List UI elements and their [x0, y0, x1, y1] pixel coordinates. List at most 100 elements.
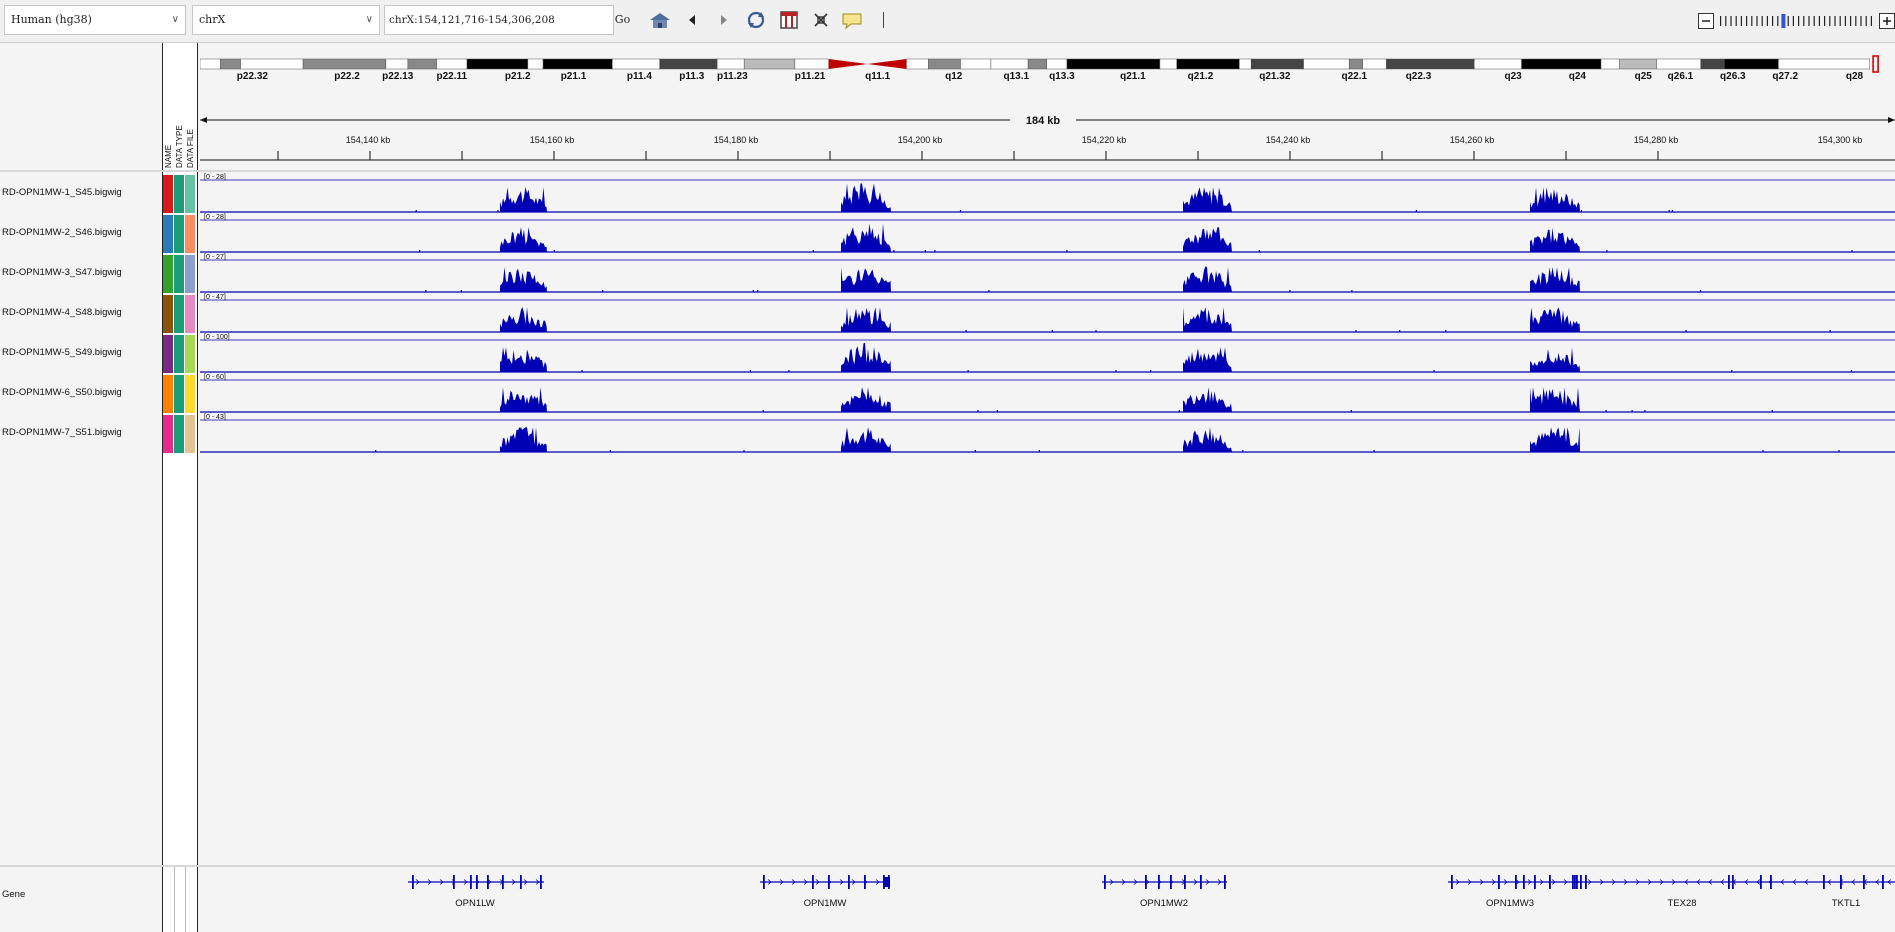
home-icon[interactable] — [648, 10, 672, 30]
fit-screen-icon[interactable] — [810, 10, 832, 30]
track-7-signal-noise — [1838, 450, 1840, 452]
track-3-attribute-3[interactable] — [185, 255, 195, 293]
track-6-signal-noise — [996, 410, 998, 412]
track-name-3[interactable]: RD-OPN1MW-3_S47.bigwig — [2, 267, 122, 278]
track-1-signal-noise — [1668, 210, 1670, 212]
gene-track[interactable] — [200, 867, 1895, 907]
ideogram-band — [527, 58, 544, 70]
track-3-signal-noise — [1351, 290, 1353, 292]
track-name-1[interactable]: RD-OPN1MW-1_S45.bigwig — [2, 187, 122, 198]
track-5-attribute-1[interactable] — [163, 335, 173, 373]
track-7-attribute-2[interactable] — [174, 415, 184, 453]
attribute-header-panel: NAME DATA TYPE DATA FILE — [162, 43, 198, 170]
track-1-attribute-2[interactable] — [174, 175, 184, 213]
track-4-attribute-1[interactable] — [163, 295, 173, 333]
gene-label-OPN1LW[interactable]: OPN1LW — [455, 898, 495, 909]
track-2-attribute-3[interactable] — [185, 215, 195, 253]
track-name-5[interactable]: RD-OPN1MW-5_S49.bigwig — [2, 347, 122, 358]
band-label-q26.1: q26.1 — [1667, 71, 1694, 82]
track-2-signal-peak — [841, 223, 891, 252]
track-5-attribute-2[interactable] — [174, 335, 184, 373]
forward-arrow-icon[interactable] — [716, 10, 732, 30]
track-2-signal-noise — [419, 250, 421, 252]
ideogram-band — [612, 58, 660, 70]
track-name-7[interactable]: RD-OPN1MW-7_S51.bigwig — [2, 427, 122, 438]
back-arrow-icon[interactable] — [684, 10, 700, 30]
track-3-attribute-1[interactable] — [163, 255, 173, 293]
zoom-tick — [1860, 16, 1862, 26]
track-2-signal-noise — [924, 250, 926, 252]
track-6-attribute-3[interactable] — [185, 375, 195, 413]
zoom-tick — [1798, 16, 1800, 26]
refresh-icon[interactable] — [744, 10, 768, 30]
band-label-q13.3: q13.3 — [1049, 71, 1075, 82]
track-2-signal-peak — [1183, 227, 1232, 252]
ruler-tick-label: 154,300 kb — [1817, 135, 1863, 145]
popup-text-icon[interactable] — [840, 10, 864, 30]
track-name-4[interactable]: RD-OPN1MW-4_S48.bigwig — [2, 307, 122, 318]
ideogram-band — [407, 58, 437, 70]
ideogram-band — [1159, 58, 1178, 70]
track-1-signal-noise — [1415, 210, 1417, 212]
track-1-signal-peak — [1183, 187, 1232, 212]
track-6-attribute-2[interactable] — [174, 375, 184, 413]
ideogram-band — [906, 58, 929, 70]
ideogram-band — [1386, 58, 1475, 70]
track-name-6[interactable]: RD-OPN1MW-6_S50.bigwig — [2, 387, 122, 398]
gene-track-label[interactable]: Gene — [2, 889, 26, 900]
attribute-header-3[interactable]: DATA FILE — [186, 129, 195, 168]
ruler-tick-label: 154,220 kb — [1081, 135, 1127, 145]
track-4-attribute-2[interactable] — [174, 295, 184, 333]
track-7-signal-noise — [1242, 450, 1244, 452]
main-toolbar: Human (hg38) ∨ chrX ∨ chrX:154,121,716-1… — [0, 0, 1895, 43]
track-1-signal-noise — [1200, 210, 1202, 212]
track-2-attribute-2[interactable] — [174, 215, 184, 253]
chromosome-ideogram[interactable] — [200, 55, 1895, 85]
track-4-attribute-3[interactable] — [185, 295, 195, 333]
gene-label-OPN1MW3[interactable]: OPN1MW3 — [1485, 898, 1535, 909]
track-2-attribute-1[interactable] — [163, 215, 173, 253]
band-label-q22.1: q22.1 — [1341, 71, 1368, 82]
zoom-tick — [1761, 16, 1763, 26]
track-6-signal-peak — [500, 387, 547, 412]
track-7-signal-noise — [1038, 450, 1040, 452]
track-5-signal-noise — [545, 370, 547, 372]
attribute-feature-panel — [162, 867, 198, 932]
go-button[interactable]: Go — [614, 13, 631, 26]
gene-label-OPN1MW2[interactable]: OPN1MW2 — [1139, 898, 1189, 909]
track-3-attribute-2[interactable] — [174, 255, 184, 293]
ideogram-band — [1600, 58, 1620, 70]
attribute-header-2[interactable]: DATA TYPE — [175, 125, 184, 168]
track-4-signal-noise — [1829, 330, 1831, 332]
track-5-attribute-3[interactable] — [185, 335, 195, 373]
track-name-2[interactable]: RD-OPN1MW-2_S46.bigwig — [2, 227, 122, 238]
zoom-slider[interactable] — [1698, 12, 1895, 30]
band-label-q27.2: q27.2 — [1772, 71, 1799, 82]
track-1-attribute-3[interactable] — [185, 175, 195, 213]
track-5-signal-noise — [788, 370, 790, 372]
track-1-attribute-1[interactable] — [163, 175, 173, 213]
gene-label-TEX28[interactable]: TEX28 — [1667, 898, 1697, 909]
track-7-attribute-1[interactable] — [163, 415, 173, 453]
chromosome-dropdown[interactable]: chrX ∨ — [192, 5, 380, 35]
band-label-q21.2: q21.2 — [1187, 71, 1214, 82]
track-6-attribute-1[interactable] — [163, 375, 173, 413]
zoom-tick — [1746, 16, 1748, 26]
track-1-signal-peak — [841, 183, 891, 212]
band-label-p11.4: p11.4 — [626, 71, 652, 82]
track-4-signal-noise — [965, 330, 967, 332]
gene-label-OPN1MW[interactable]: OPN1MW — [803, 898, 847, 909]
ideogram-band — [1619, 58, 1658, 70]
track-7-attribute-3[interactable] — [185, 415, 195, 453]
attribute-header-1[interactable]: NAME — [164, 144, 173, 168]
region-icon[interactable] — [778, 10, 800, 30]
data-tracks-panel[interactable] — [200, 172, 1895, 865]
ideogram-band — [385, 58, 409, 70]
track-4-signal-noise — [851, 330, 853, 332]
centromere-p-arm — [828, 59, 868, 69]
ideogram-band — [990, 58, 1029, 70]
genome-dropdown[interactable]: Human (hg38) ∨ — [4, 5, 186, 35]
ideogram-band — [200, 58, 221, 70]
gene-label-TKTL1[interactable]: TKTL1 — [1831, 898, 1861, 909]
locus-input[interactable]: chrX:154,121,716-154,306,208 — [384, 5, 614, 35]
